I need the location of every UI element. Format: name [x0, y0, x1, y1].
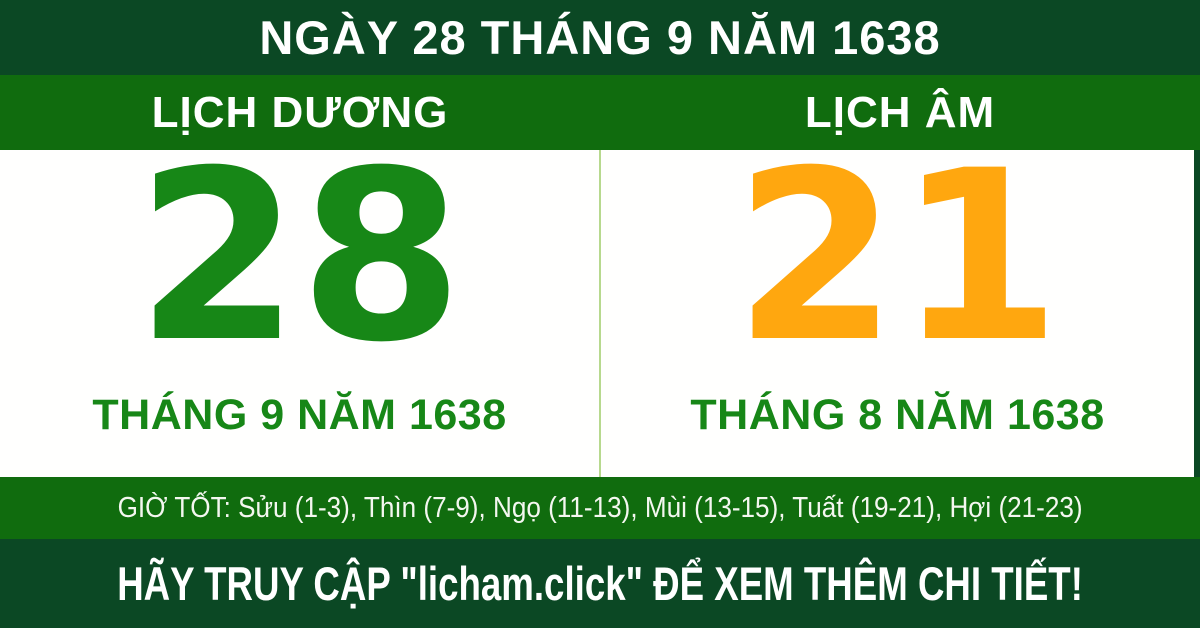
footer-bar: HÃY TRUY CẬP "licham.click" ĐỂ XEM THÊM … [0, 539, 1200, 628]
lunar-calendar-label: LỊCH ÂM [804, 87, 996, 137]
footer-cta-text: HÃY TRUY CẬP "licham.click" ĐỂ XEM THÊM … [117, 557, 1083, 610]
page-title: NGÀY 28 THÁNG 9 NĂM 1638 [259, 11, 941, 64]
calendar-panels: 28 THÁNG 9 NĂM 1638 21 THÁNG 8 NĂM 1638 [0, 150, 1200, 477]
lunar-panel: 21 THÁNG 8 NĂM 1638 [601, 150, 1194, 477]
good-hours-bar: GIỜ TỐT: Sửu (1-3), Thìn (7-9), Ngọ (11-… [0, 477, 1200, 539]
solar-calendar-label: LỊCH DƯƠNG [151, 87, 449, 137]
good-hours-text: GIỜ TỐT: Sửu (1-3), Thìn (7-9), Ngọ (11-… [117, 491, 1083, 524]
lunar-month-year: THÁNG 8 NĂM 1638 [690, 391, 1105, 440]
solar-month-year: THÁNG 9 NĂM 1638 [92, 391, 507, 440]
calendar-type-bar: LỊCH DƯƠNG LỊCH ÂM [0, 75, 1200, 150]
date-header-bar: NGÀY 28 THÁNG 9 NĂM 1638 [0, 0, 1200, 75]
solar-panel: 28 THÁNG 9 NĂM 1638 [0, 150, 599, 477]
right-edge-strip [1194, 150, 1200, 477]
panel-divider [599, 150, 601, 477]
lunar-day-number: 21 [733, 150, 1062, 394]
solar-day-number: 28 [135, 150, 464, 394]
